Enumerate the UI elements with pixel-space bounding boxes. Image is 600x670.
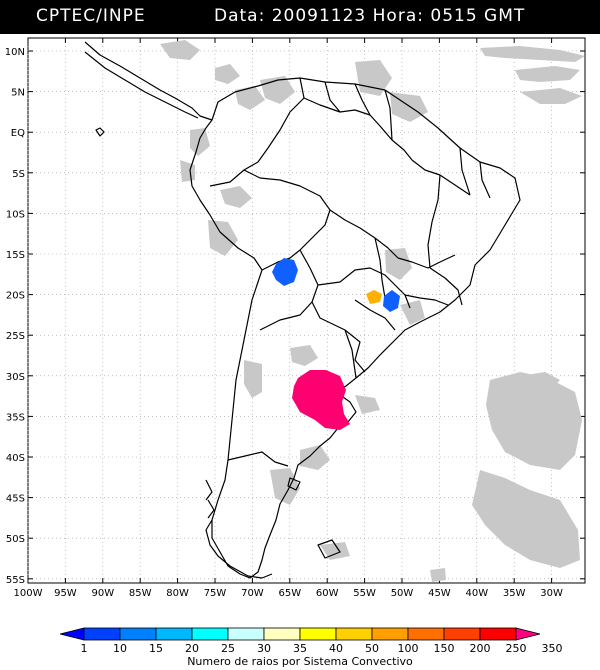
convective-system-bolivia — [272, 258, 298, 286]
convective-system-parana-orange — [366, 290, 382, 304]
lon-label: 40W — [465, 588, 488, 599]
longitude-labels: 100W 95W 90W 85W 80W 75W 70W 65W 60W 55W 50W 45W 40W… — [14, 588, 564, 599]
lat-label: 30S — [6, 372, 25, 383]
lon-label: 80W — [166, 588, 189, 599]
agency-label: CPTEC/INPE — [36, 6, 146, 26]
convective-system-parana-blue — [383, 290, 400, 312]
lon-label: 65W — [278, 588, 301, 599]
lat-label: 35S — [6, 412, 25, 423]
lon-label: 45W — [428, 588, 451, 599]
lightning-map: 10N5NEQ5S10S15S20S25S30S35S40S45S50S55S … — [5, 37, 586, 599]
convective-systems — [272, 258, 400, 430]
lon-label: 90W — [91, 588, 114, 599]
header-bar: CPTEC/INPE Data: 20091123 Hora: 0515 GMT — [0, 0, 600, 34]
lon-label: 95W — [54, 588, 77, 599]
lon-label: 50W — [391, 588, 414, 599]
lon-label: 75W — [204, 588, 227, 599]
lat-label: 10S — [6, 209, 25, 220]
lat-label: 50S — [6, 534, 25, 545]
lat-label: EQ — [11, 128, 25, 139]
lon-label: 70W — [241, 588, 264, 599]
lon-label: 30W — [540, 588, 563, 599]
lat-label: 55S — [6, 575, 25, 586]
map-grid — [27, 37, 586, 584]
lon-label: 100W — [14, 588, 43, 599]
lon-label: 60W — [316, 588, 339, 599]
lat-label: 40S — [6, 453, 25, 464]
lat-label: 25S — [6, 331, 25, 342]
lat-label: 5S — [12, 169, 25, 180]
lon-label: 85W — [129, 588, 152, 599]
lat-label: 5N — [11, 88, 25, 99]
lon-label: 55W — [353, 588, 376, 599]
lat-label: 10N — [5, 47, 25, 58]
coastline-borders — [84, 41, 521, 579]
lon-label: 35W — [503, 588, 526, 599]
lat-label: 20S — [6, 291, 25, 302]
datetime-label: Data: 20091123 Hora: 0515 GMT — [214, 6, 526, 26]
latitude-labels: 10N 5N EQ 5S 10S 15S 20S 25S 30S 35S 40S 45S 50S 55S — [5, 47, 25, 586]
lat-label: 15S — [6, 250, 25, 261]
lat-label: 45S — [6, 494, 25, 505]
convective-system-argentina — [292, 370, 350, 430]
